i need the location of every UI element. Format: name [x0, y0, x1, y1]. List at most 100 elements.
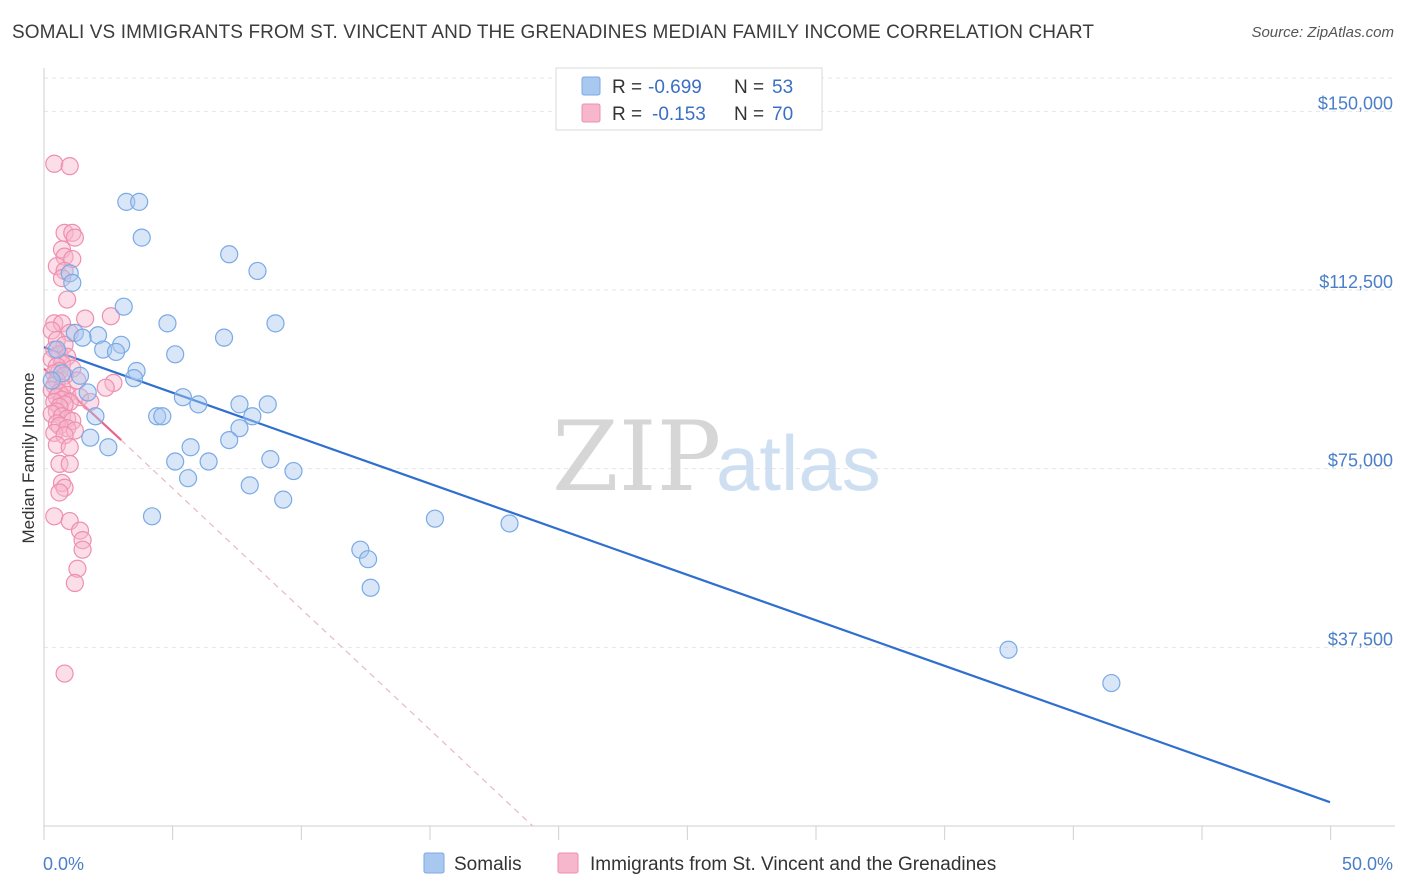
somali-point-26	[230, 395, 249, 414]
somali-point-13	[73, 328, 92, 347]
legend-svg-swatch	[557, 852, 579, 874]
somali-point-37	[261, 450, 280, 469]
stats-n-label-somali: N =	[734, 77, 764, 98]
watermark-zip: ZIP	[552, 401, 721, 513]
stats-r-label-svg: R =	[612, 104, 642, 125]
y-tick-labels: $37,500 $75,000 $112,500 $150,000	[1318, 93, 1393, 649]
watermark: ZIP atlas	[552, 401, 881, 513]
somali-point-0	[117, 192, 136, 211]
x-tick-label-end: 50.0%	[1342, 854, 1393, 874]
svg-immigrants-point-61	[60, 454, 79, 474]
somali-point-45	[425, 509, 445, 528]
y-tick-label-3: $150,000	[1318, 93, 1393, 113]
somali-point-20	[70, 366, 90, 385]
somali-point-21	[127, 361, 146, 381]
somali-point-24	[173, 388, 192, 407]
stats-r-label-somali: R =	[612, 77, 642, 98]
svg-immigrants-point-60	[50, 454, 69, 474]
series-legend: Somalis Immigrants from St. Vincent and …	[423, 852, 996, 875]
somali-point-47	[351, 540, 370, 559]
somali-point-19	[52, 364, 72, 383]
somali-point-41	[178, 469, 198, 488]
svg-immigrants-point-16	[42, 321, 61, 340]
somali-point-36	[181, 438, 200, 457]
data-points	[42, 154, 1121, 693]
svg-immigrants-point-59	[60, 438, 79, 457]
svg-immigrants-point-68	[73, 531, 92, 550]
somali-point-33	[81, 428, 100, 447]
somali-point-2	[132, 228, 151, 247]
stats-n-label-svg: N =	[734, 104, 764, 125]
grid-lines	[44, 77, 1395, 648]
somali-point-3	[220, 245, 239, 264]
somali-point-39	[199, 452, 218, 471]
somali-point-31	[243, 407, 262, 426]
somali-point-44	[142, 507, 162, 526]
svg-immigrants-point-57	[55, 426, 74, 445]
stats-r-value-svg: -0.153	[652, 104, 706, 125]
svg-immigrants-point-64	[50, 483, 69, 502]
somali-point-28	[148, 407, 167, 426]
y-tick-label-1: $75,000	[1328, 451, 1393, 471]
somali-point-11	[88, 326, 108, 345]
somali-point-6	[63, 273, 82, 292]
svg-immigrants-point-12	[76, 309, 95, 328]
somali-point-8	[158, 314, 177, 333]
svg-immigrants-swatch	[581, 103, 601, 123]
somali-point-25	[189, 395, 208, 414]
somali-point-23	[78, 383, 97, 402]
somali-point-30	[86, 407, 105, 426]
legend-somalis-swatch	[423, 852, 445, 874]
somali-point-49	[361, 578, 380, 597]
somali-point-9	[266, 314, 285, 333]
watermark-atlas: atlas	[716, 419, 881, 507]
somali-point-52	[42, 371, 61, 390]
somali-point-43	[274, 490, 293, 509]
somali-point-17	[106, 342, 126, 362]
y-axis-label: Median Family Income	[19, 372, 38, 543]
svg-immigrants-point-36	[96, 378, 115, 397]
svg-immigrants-point-1	[60, 157, 79, 176]
stats-legend: R = -0.699 N = 53 R = -0.153 N = 70	[555, 67, 823, 131]
stats-r-value-somali: -0.699	[648, 77, 702, 98]
svg-immigrants-extra-point-2	[55, 664, 74, 683]
svg-immigrants-point-4	[65, 228, 84, 247]
svg-immigrants-point-55	[65, 421, 84, 440]
somali-point-1	[130, 192, 149, 211]
stats-n-value-svg: 70	[772, 104, 793, 125]
somali-point-7	[114, 297, 133, 316]
somali-point-29	[153, 407, 172, 426]
svg-immigrants-extra-point-1	[65, 573, 84, 593]
svg-immigrants-point-15	[52, 314, 72, 333]
axes	[43, 68, 1395, 840]
source-credit: Source: ZipAtlas.com	[1251, 24, 1394, 41]
somali-point-42	[240, 476, 259, 495]
svg-immigrants-point-0	[45, 154, 64, 173]
svg-immigrants-point-3	[63, 223, 82, 242]
somali-point-40	[284, 461, 303, 481]
somali-point-32	[230, 419, 249, 438]
svg-immigrants-point-13	[101, 307, 120, 326]
somali-point-15	[47, 340, 66, 359]
somali-point-27	[258, 395, 277, 414]
svg-immigrants-extra-point-0	[68, 559, 87, 578]
stats-n-value-somali: 53	[772, 77, 793, 98]
chart-title: SOMALI VS IMMIGRANTS FROM ST. VINCENT AN…	[12, 22, 1095, 43]
somali-point-46	[500, 514, 519, 533]
somali-point-34	[220, 430, 239, 450]
svg-immigrants-point-65	[45, 507, 64, 526]
somali-point-4	[248, 261, 267, 281]
legend-somalis-label: Somalis	[454, 854, 522, 875]
svg-immigrants-point-11	[58, 290, 77, 309]
somali-point-22	[124, 369, 144, 388]
y-tick-label-0: $37,500	[1328, 629, 1393, 649]
somali-point-48	[358, 550, 378, 569]
somali-point-38	[166, 452, 185, 471]
legend-svg-label: Immigrants from St. Vincent and the Gren…	[590, 854, 996, 875]
y-tick-label-2: $112,500	[1319, 272, 1393, 292]
somali-point-10	[214, 328, 234, 347]
somali-point-18	[166, 345, 185, 364]
x-tick-label-start: 0.0%	[43, 854, 84, 874]
somali-point-51	[1102, 673, 1121, 693]
